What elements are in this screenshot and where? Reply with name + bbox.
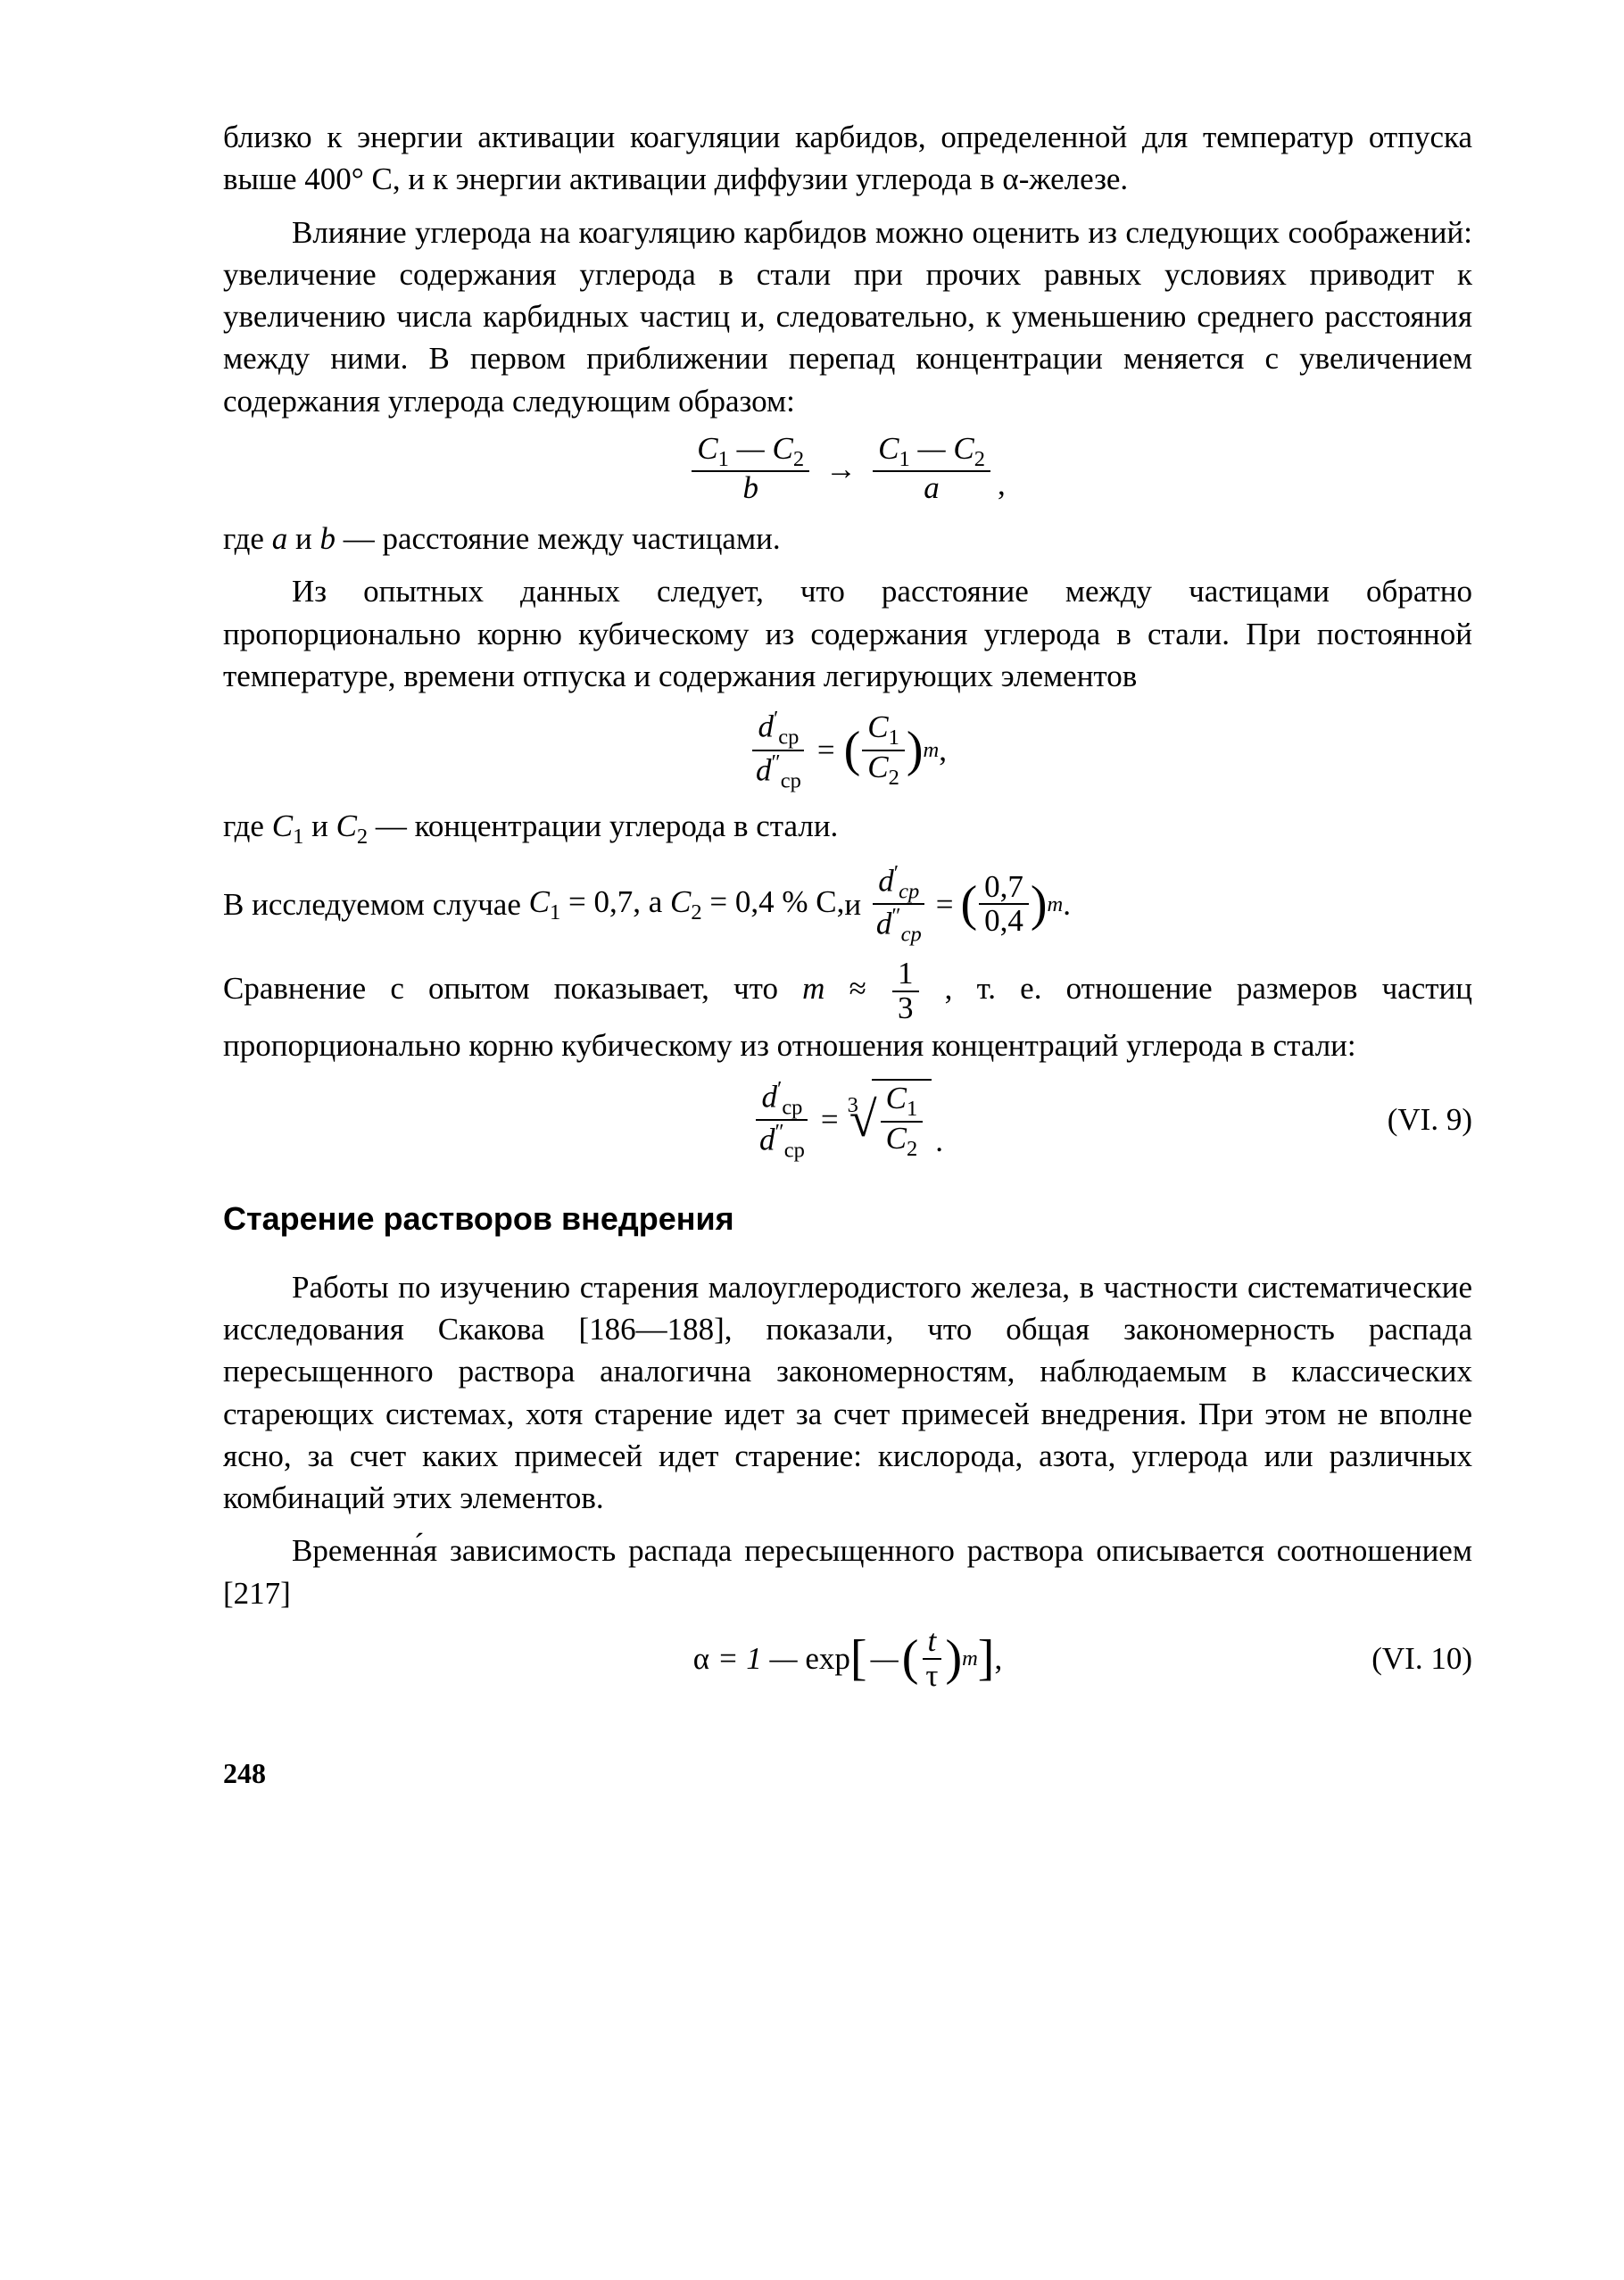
paragraph-6: В исследуемом случае C1 = 0,7, а C2 = 0,… xyxy=(223,862,1472,947)
paragraph-3: где a и b — расстояние между частицами. xyxy=(223,518,1472,560)
subheading-aging: Старение растворов внедрения xyxy=(223,1198,1472,1241)
equation-4: d′ср d″ср = 3 √ C1 C2 . (VI. 9) xyxy=(223,1078,1472,1163)
equation-1: C1 — C2 b → C1 — C2 a , xyxy=(223,433,1472,505)
paragraph-1: близко к энергии активации коагуляции ка… xyxy=(223,116,1472,201)
equation-5: α = 1 — exp [ — ( t τ )m ], (VI. 10) xyxy=(223,1625,1472,1693)
paragraph-9: Временна́я зависимость распада пересыщен… xyxy=(223,1530,1472,1614)
paragraph-2: Влияние углерода на коагуляцию карбидов … xyxy=(223,211,1472,422)
equation-2: d′ср d″ср = ( C1 C2 )m, xyxy=(223,708,1472,792)
paragraph-7: Сравнение с опытом показывает, что m ≈ 1… xyxy=(223,958,1472,1067)
equation-5-label: (VI. 10) xyxy=(1371,1637,1472,1679)
equation-4-label: (VI. 9) xyxy=(1388,1099,1472,1140)
paragraph-5: где C1 и C2 — концентрации углерода в ст… xyxy=(223,805,1472,851)
page-number: 248 xyxy=(223,1754,1472,1793)
paragraph-8: Работы по изучению старения малоуглероди… xyxy=(223,1266,1472,1520)
paragraph-4: Из опытных данных следует, что расстояни… xyxy=(223,570,1472,697)
page: близко к энергии активации коагуляции ка… xyxy=(0,0,1624,2280)
